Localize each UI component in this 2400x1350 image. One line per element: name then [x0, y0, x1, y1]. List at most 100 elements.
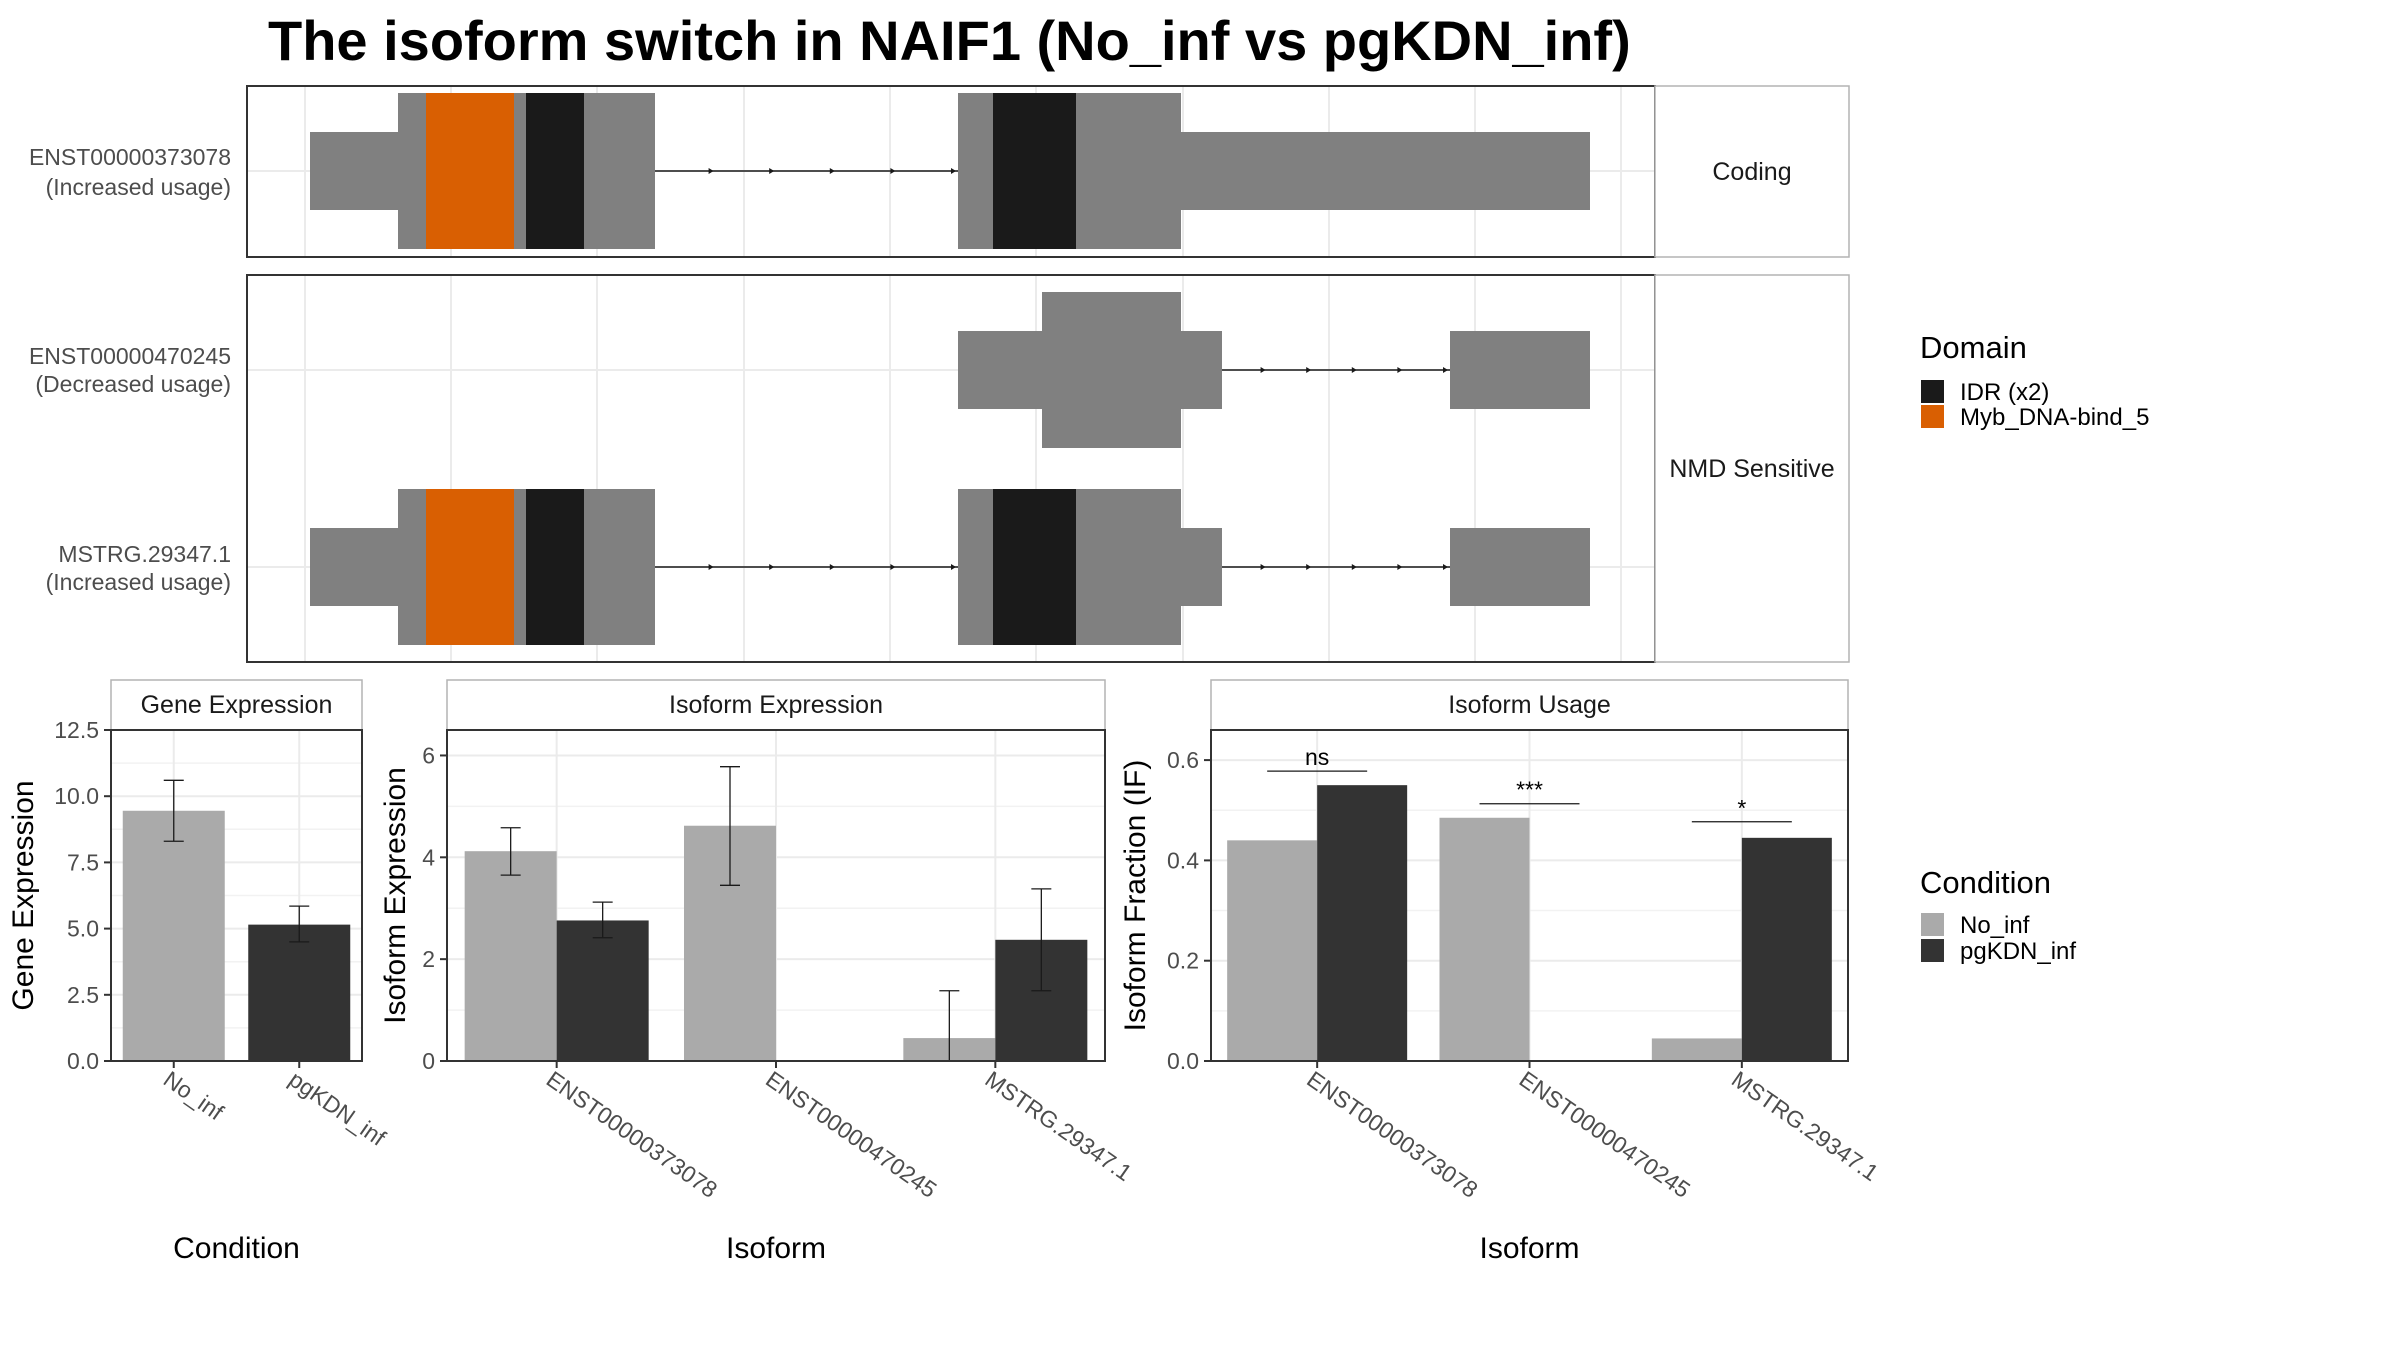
- isoform-name-label: MSTRG.29347.1: [58, 541, 231, 567]
- x-tick-label: pgKDN_inf: [284, 1066, 391, 1151]
- y-tick-label: 0.0: [1167, 1048, 1199, 1074]
- isoform-usage-label: (Increased usage): [46, 174, 231, 200]
- panel-border: [110, 729, 363, 1062]
- legend-label-myb: Myb_DNA-bind_5: [1960, 404, 2149, 431]
- y-tick-label: 5.0: [67, 916, 99, 942]
- intron-arrow: [1397, 367, 1403, 373]
- intron-arrow: [769, 168, 775, 174]
- x-axis-ticks: ENST00000373078 ENST00000470245 MSTRG.2934…: [1302, 1061, 1883, 1203]
- x-tick-label: ENST00000470245: [1515, 1066, 1695, 1203]
- utr-block: [1181, 132, 1590, 210]
- facet-label-coding: Coding: [1712, 158, 1791, 186]
- domain-legend: Domain IDR (x2) Myb_DNA-bind_5: [1920, 330, 2149, 431]
- y-axis-title: Isoform Expression: [379, 767, 412, 1024]
- condition-legend-title: Condition: [1920, 865, 2051, 900]
- transcript-ENST00000373078: [310, 93, 1590, 249]
- legend-key-no-inf: [1921, 913, 1944, 936]
- x-tick-label: No_inf: [159, 1066, 229, 1126]
- domain-myb-dna-bind-5: [426, 489, 514, 645]
- utr-block: [310, 132, 398, 210]
- legend-label-pgkdn-inf: pgKDN_inf: [1960, 938, 2076, 965]
- x-axis-title: Condition: [173, 1232, 300, 1265]
- intron-arrow: [1306, 564, 1312, 570]
- y-tick-label: 12.5: [54, 717, 99, 743]
- bar: [122, 810, 225, 1061]
- isoform-usage-label: (Decreased usage): [35, 371, 231, 397]
- significance-label: ns: [1305, 744, 1329, 770]
- error-bars: [163, 779, 310, 943]
- domain-idr: [993, 489, 1076, 645]
- bar: [248, 924, 351, 1061]
- y-axis-ticks: 0.0 2.5 5.0 7.5 10.0 12.5: [54, 717, 111, 1074]
- intron-arrow: [1397, 564, 1403, 570]
- intron-arrow: [1351, 367, 1357, 373]
- intron-arrow: [951, 564, 956, 570]
- isoform-usage-label: (Increased usage): [46, 569, 231, 595]
- x-axis-title: Isoform: [726, 1232, 826, 1265]
- bars: [1227, 785, 1832, 1061]
- facet-label-nmd: NMD Sensitive: [1669, 455, 1834, 483]
- intron-arrow: [1260, 564, 1266, 570]
- y-tick-label: 10.0: [54, 783, 99, 809]
- x-axis-title: Isoform: [1479, 1232, 1579, 1265]
- bar: [1651, 1038, 1742, 1061]
- transcript-ENST00000470245: [958, 292, 1590, 448]
- facet-nmd-sensitive: NMD Sensitive ENST00000470245 (Decreased…: [29, 274, 1850, 663]
- intron-arrow: [890, 168, 896, 174]
- y-tick-label: 0.6: [1167, 747, 1199, 773]
- intron-arrow: [1260, 367, 1266, 373]
- intron-arrow: [1351, 564, 1357, 570]
- facet-strip-label: Isoform Expression: [669, 691, 883, 719]
- x-tick-label: ENST00000373078: [542, 1066, 722, 1203]
- utr-block: [1450, 331, 1590, 409]
- bars: [464, 825, 1088, 1061]
- x-tick-label: ENST00000470245: [761, 1066, 941, 1203]
- isoform-usage-chart: Isoform Usage ns**** 0.00.20.40.6 ENST00…: [1119, 679, 1883, 1265]
- facet-strip-coding: [1654, 85, 1850, 258]
- exon-block: [1042, 292, 1181, 448]
- intron-arrow: [829, 564, 835, 570]
- x-tick-label: MSTRG.29347.1: [980, 1066, 1136, 1186]
- x-tick-label: ENST00000373078: [1302, 1066, 1482, 1203]
- bar: [1439, 817, 1530, 1061]
- facet-strip-nmd: [1654, 274, 1850, 663]
- y-tick-label: 2: [422, 946, 435, 972]
- significance-label: ***: [1516, 777, 1543, 803]
- significance-label: *: [1737, 795, 1746, 821]
- legend-label-no-inf: No_inf: [1960, 912, 2030, 939]
- y-tick-label: 2.5: [67, 982, 99, 1008]
- y-tick-label: 7.5: [67, 849, 99, 875]
- intron-arrow: [708, 564, 714, 570]
- y-axis-ticks: 0.0 0.2 0.4 0.6: [1167, 747, 1211, 1074]
- facet-coding: Coding ENST00000373078 (Increased usage): [29, 85, 1850, 258]
- intron-arrow: [829, 168, 835, 174]
- intron-arrow: [769, 564, 775, 570]
- facet-strip-label: Gene Expression: [141, 691, 333, 719]
- x-axis-ticks: No_inf pgKDN_inf: [159, 1061, 391, 1151]
- domain-myb-dna-bind-5: [426, 93, 514, 249]
- utr-block: [310, 528, 398, 606]
- figure-title: The isoform switch in NAIF1 (No_inf vs p…: [268, 9, 1631, 72]
- bar: [556, 920, 649, 1061]
- y-tick-label: 6: [422, 742, 435, 768]
- x-tick-label: MSTRG.29347.1: [1727, 1066, 1883, 1186]
- isoform-name-label: ENST00000373078: [29, 144, 231, 170]
- intron-arrow: [1443, 564, 1448, 570]
- gene-expression-chart: Gene Expression 0.0 2.5 5.0 7.5 10.0 12.5 No_…: [7, 679, 391, 1265]
- legend-key-myb: [1921, 405, 1944, 428]
- legend-key-idr: [1921, 380, 1944, 403]
- intron-arrow: [708, 168, 714, 174]
- bar: [1741, 837, 1832, 1061]
- facet-strip-label: Isoform Usage: [1448, 691, 1611, 719]
- y-axis-title: Isoform Fraction (IF): [1119, 760, 1152, 1032]
- domain-idr: [526, 489, 584, 645]
- significance-annotations: ns****: [1267, 744, 1792, 823]
- domain-legend-title: Domain: [1920, 330, 2027, 365]
- domain-idr: [526, 93, 584, 249]
- y-tick-label: 0.4: [1167, 847, 1199, 873]
- bar: [1317, 785, 1408, 1061]
- legend-label-idr: IDR (x2): [1960, 379, 2049, 406]
- y-axis-ticks: 0 2 4 6: [422, 742, 447, 1074]
